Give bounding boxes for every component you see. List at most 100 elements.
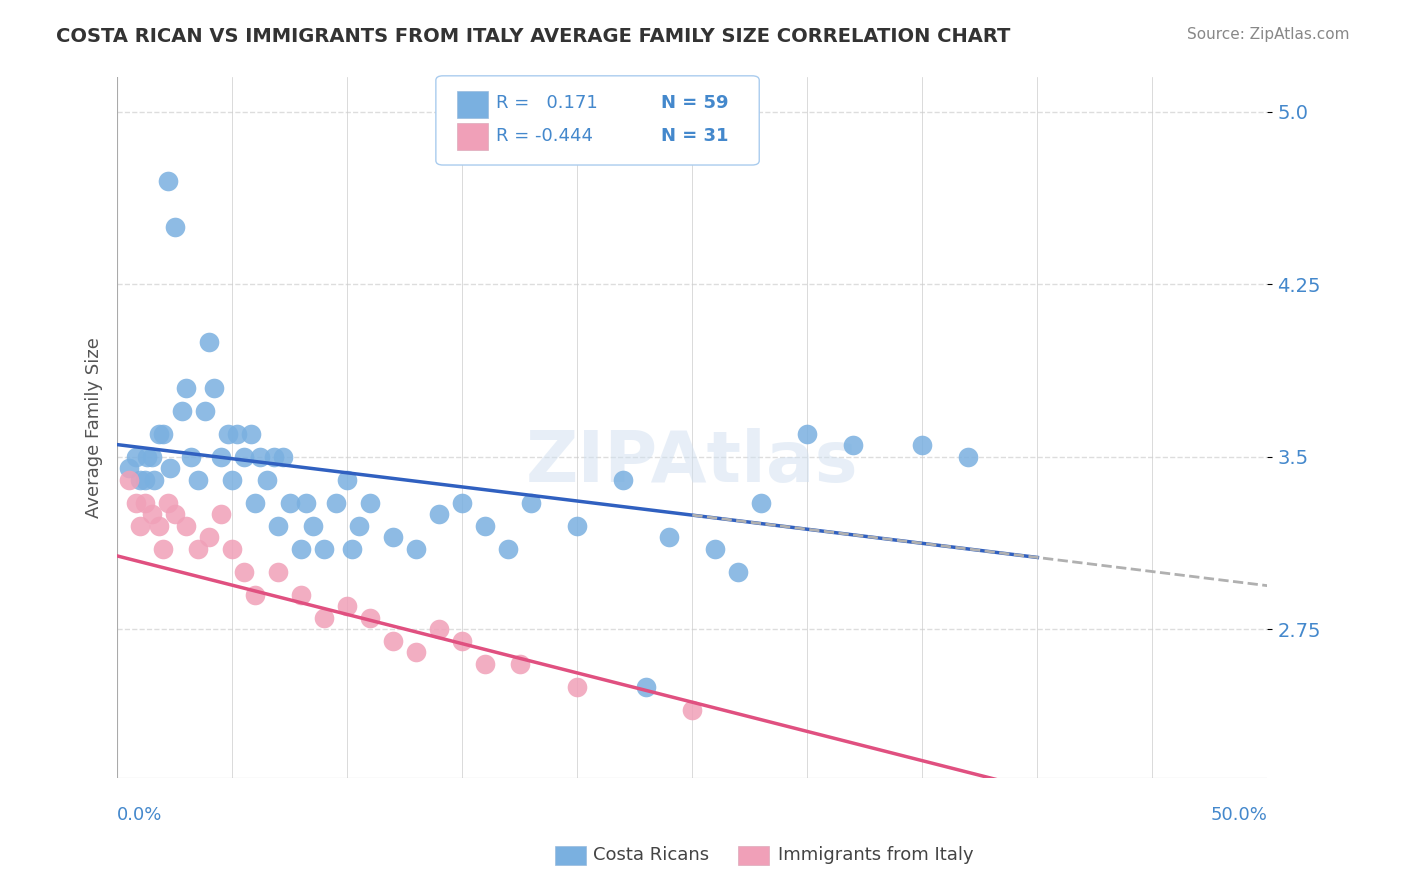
Point <box>658 530 681 544</box>
Point <box>325 496 347 510</box>
Point <box>567 680 589 694</box>
Point <box>336 473 359 487</box>
Point <box>180 450 202 464</box>
Point <box>314 541 336 556</box>
Point <box>612 473 634 487</box>
Point <box>474 657 496 671</box>
Point <box>194 403 217 417</box>
Point <box>451 496 474 510</box>
Point <box>382 633 405 648</box>
Point <box>842 438 865 452</box>
Point <box>225 426 247 441</box>
Text: R = -0.444: R = -0.444 <box>496 127 593 145</box>
Point <box>232 450 254 464</box>
Point <box>163 507 186 521</box>
Text: 0.0%: 0.0% <box>117 806 163 824</box>
Point <box>520 496 543 510</box>
Point <box>221 541 243 556</box>
Point <box>134 496 156 510</box>
Text: ZIPAtlas: ZIPAtlas <box>526 428 859 498</box>
Point <box>156 174 179 188</box>
Point <box>405 645 427 659</box>
Point <box>290 588 312 602</box>
Point <box>301 518 323 533</box>
Text: Immigrants from Italy: Immigrants from Italy <box>778 847 973 864</box>
Point <box>209 507 232 521</box>
Point <box>163 219 186 234</box>
Point <box>141 507 163 521</box>
Text: N = 59: N = 59 <box>661 94 728 112</box>
Point <box>957 450 980 464</box>
Point <box>174 381 197 395</box>
Text: Costa Ricans: Costa Ricans <box>593 847 710 864</box>
Point <box>152 426 174 441</box>
Text: COSTA RICAN VS IMMIGRANTS FROM ITALY AVERAGE FAMILY SIZE CORRELATION CHART: COSTA RICAN VS IMMIGRANTS FROM ITALY AVE… <box>56 27 1011 45</box>
Point <box>636 680 658 694</box>
Point <box>267 565 290 579</box>
Point <box>347 518 370 533</box>
Point <box>290 541 312 556</box>
Point <box>143 473 166 487</box>
Point <box>382 530 405 544</box>
Point <box>263 450 285 464</box>
Point <box>148 426 170 441</box>
Point <box>170 403 193 417</box>
Point <box>217 426 239 441</box>
Point <box>159 461 181 475</box>
Point <box>256 473 278 487</box>
Point <box>498 541 520 556</box>
Point <box>567 518 589 533</box>
Point <box>278 496 301 510</box>
Point <box>271 450 294 464</box>
Point <box>239 426 262 441</box>
Point <box>336 599 359 613</box>
Point <box>209 450 232 464</box>
Point <box>129 518 152 533</box>
Point <box>681 702 703 716</box>
Point <box>198 334 221 349</box>
Point <box>245 588 267 602</box>
Point <box>704 541 727 556</box>
Point <box>118 473 141 487</box>
Point <box>245 496 267 510</box>
Point <box>136 450 159 464</box>
Point <box>359 496 381 510</box>
Point <box>727 565 749 579</box>
Point <box>295 496 318 510</box>
Point <box>156 496 179 510</box>
Point <box>124 496 146 510</box>
Point <box>129 473 152 487</box>
Point <box>474 518 496 533</box>
Y-axis label: Average Family Size: Average Family Size <box>86 337 103 518</box>
Point <box>509 657 531 671</box>
Point <box>202 381 225 395</box>
Point <box>221 473 243 487</box>
Point <box>134 473 156 487</box>
Point <box>1026 783 1049 797</box>
Text: N = 31: N = 31 <box>661 127 728 145</box>
Point <box>751 496 773 510</box>
Point <box>152 541 174 556</box>
Text: 50.0%: 50.0% <box>1211 806 1267 824</box>
Point <box>141 450 163 464</box>
Point <box>427 507 450 521</box>
Point <box>174 518 197 533</box>
Point <box>451 633 474 648</box>
Point <box>124 450 146 464</box>
Point <box>198 530 221 544</box>
Point <box>340 541 363 556</box>
Point <box>427 622 450 636</box>
Point <box>232 565 254 579</box>
Point <box>118 461 141 475</box>
Point <box>796 426 818 441</box>
Point <box>911 438 934 452</box>
Point <box>405 541 427 556</box>
Text: R =   0.171: R = 0.171 <box>496 94 598 112</box>
Point <box>359 610 381 624</box>
Point <box>148 518 170 533</box>
Point <box>314 610 336 624</box>
Text: Source: ZipAtlas.com: Source: ZipAtlas.com <box>1187 27 1350 42</box>
Point <box>187 541 209 556</box>
Point <box>249 450 271 464</box>
Point <box>187 473 209 487</box>
